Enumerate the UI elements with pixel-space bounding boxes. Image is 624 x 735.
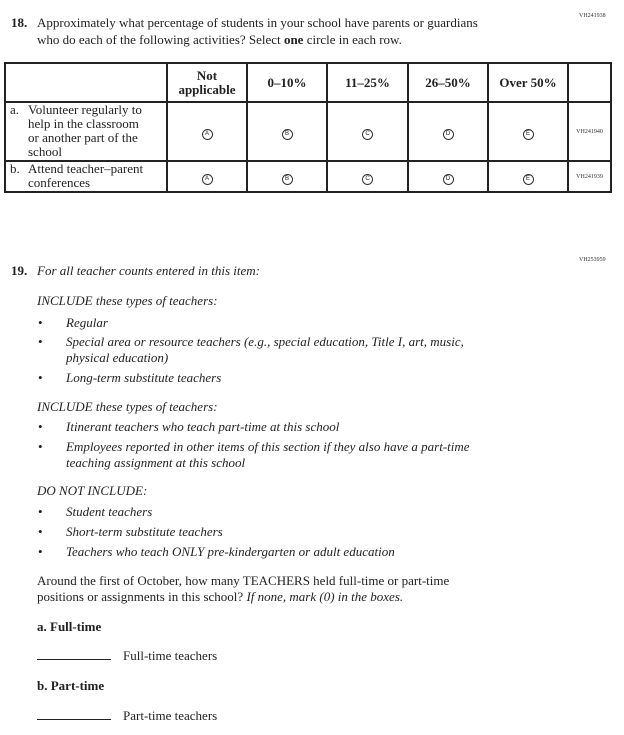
list-item: Employees reported in other items of thi… (66, 439, 470, 454)
question-intro: For all teacher counts entered in this i… (37, 263, 260, 278)
list-heading: INCLUDE these types of teachers: (37, 399, 218, 414)
radio-bubble[interactable]: E (522, 129, 534, 140)
list-heading: INCLUDE these types of teachers: (37, 293, 218, 308)
full-time-field-label: Full-time teachers (123, 648, 218, 663)
bullet-icon: • (38, 334, 43, 349)
list-item: Short-term substitute teachers (66, 524, 223, 539)
item-id: VH241938 (579, 13, 606, 19)
list-item: Long-term substitute teachers (66, 370, 222, 385)
col-header: Over 50% (487, 62, 569, 103)
list-item: Student teachers (66, 504, 153, 519)
response-grid: Not applicable 0–10% 11–25% 26–50% Over … (4, 62, 612, 193)
radio-bubble[interactable]: B (281, 174, 293, 185)
list-heading: DO NOT INCLUDE: (37, 483, 148, 498)
header-blank (4, 62, 168, 103)
question-text-2: who do each of the following activities?… (37, 32, 402, 47)
question-text: Around the first of October, how many TE… (37, 573, 450, 588)
radio-bubble[interactable]: D (442, 129, 454, 140)
row-label: a. Volunteer regularly to help in the clas… (4, 101, 168, 162)
full-time-label: a. Full-time (37, 619, 102, 634)
col-header: 11–25% (326, 62, 409, 103)
part-time-field-label: Part-time teachers (123, 708, 218, 723)
radio-bubble[interactable]: C (362, 129, 373, 140)
row-id: VH241939 (567, 160, 612, 193)
row-id: VH241940 (567, 101, 612, 162)
radio-bubble[interactable]: D (442, 174, 454, 185)
col-header: 0–10% (246, 62, 328, 103)
bullet-icon: • (38, 544, 43, 559)
radio-bubble[interactable]: C (362, 174, 373, 185)
header-id (567, 62, 612, 103)
part-time-label: b. Part-time (37, 678, 105, 693)
bullet-icon: • (38, 315, 43, 330)
bullet-icon: • (38, 419, 43, 434)
list-item: Special area or resource teachers (e.g.,… (66, 334, 464, 349)
question-number: 18. (11, 15, 28, 30)
list-item: teaching assignment at this school (66, 455, 246, 470)
list-item: Itinerant teachers who teach part-time a… (66, 419, 340, 434)
radio-bubble[interactable]: A (201, 174, 213, 185)
full-time-input[interactable] (37, 658, 111, 660)
col-header: Not applicable (166, 62, 248, 103)
list-item: physical education) (66, 350, 169, 365)
row-label: b. Attend teacher–parent conferences (4, 160, 168, 193)
question-number: 19. (11, 263, 28, 278)
radio-bubble[interactable]: B (281, 129, 293, 140)
bullet-icon: • (38, 439, 43, 454)
question-text: Approximately what percentage of student… (37, 15, 478, 30)
col-header: 26–50% (407, 62, 489, 103)
item-id: VH253959 (579, 257, 606, 263)
table-row: b. Attend teacher–parent conferences A B C… (4, 160, 612, 193)
radio-bubble[interactable]: A (201, 129, 213, 140)
question-text-2: positions or assignments in this school?… (37, 589, 404, 604)
radio-bubble[interactable]: E (522, 174, 534, 185)
part-time-input[interactable] (37, 718, 111, 720)
bullet-icon: • (38, 504, 43, 519)
table-row: a. Volunteer regularly to help in the clas… (4, 101, 612, 162)
list-item: Teachers who teach ONLY pre-kindergarten… (66, 544, 395, 559)
bullet-icon: • (38, 370, 43, 385)
bullet-icon: • (38, 524, 43, 539)
list-item: Regular (66, 315, 108, 330)
